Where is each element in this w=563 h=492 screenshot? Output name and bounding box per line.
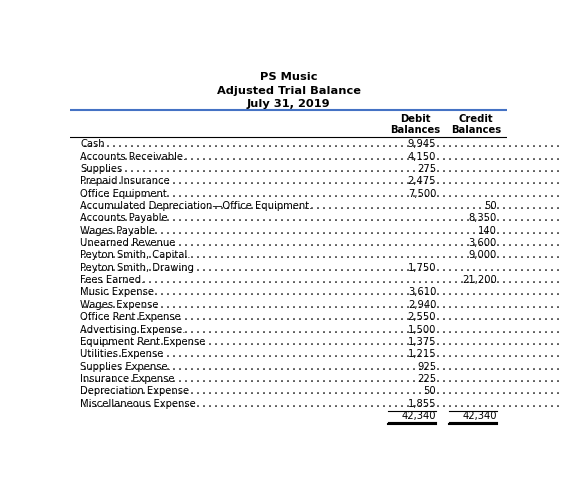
Text: ................................................................................: ........................................… — [81, 374, 563, 384]
Text: ................................................................................: ........................................… — [81, 325, 563, 335]
Text: ................................................................................: ........................................… — [81, 176, 563, 186]
Text: 3,610: 3,610 — [408, 287, 436, 298]
Text: 225: 225 — [417, 374, 436, 384]
Text: ................................................................................: ........................................… — [81, 287, 563, 298]
Text: 1,215: 1,215 — [408, 349, 436, 359]
Text: 7,500: 7,500 — [408, 188, 436, 199]
Text: ................................................................................: ........................................… — [81, 263, 563, 273]
Text: Prepaid Insurance: Prepaid Insurance — [81, 176, 170, 186]
Text: ................................................................................: ........................................… — [81, 201, 563, 211]
Text: Supplies: Supplies — [81, 164, 123, 174]
Text: 1,750: 1,750 — [408, 263, 436, 273]
Text: Peyton Smith, Drawing: Peyton Smith, Drawing — [81, 263, 194, 273]
Text: Advertising Expense.: Advertising Expense. — [81, 325, 186, 335]
Text: 275: 275 — [417, 164, 436, 174]
Text: PS Music: PS Music — [260, 72, 318, 82]
Text: ................................................................................: ........................................… — [81, 362, 563, 371]
Text: 925: 925 — [417, 362, 436, 371]
Text: Wages Payable: Wages Payable — [81, 226, 155, 236]
Text: ................................................................................: ........................................… — [81, 238, 563, 248]
Text: Supplies Expense.: Supplies Expense. — [81, 362, 171, 371]
Text: Credit
Balances: Credit Balances — [450, 114, 501, 135]
Text: ................................................................................: ........................................… — [81, 312, 563, 322]
Text: ................................................................................: ........................................… — [81, 399, 563, 409]
Text: Miscellaneous Expense: Miscellaneous Expense — [81, 399, 196, 409]
Text: 1,855: 1,855 — [408, 399, 436, 409]
Text: 2,940: 2,940 — [408, 300, 436, 310]
Text: 50: 50 — [484, 201, 497, 211]
Text: 42,340: 42,340 — [462, 411, 497, 421]
Text: Accounts Receivable.: Accounts Receivable. — [81, 152, 187, 161]
Text: 1,375: 1,375 — [408, 337, 436, 347]
Text: 21,200: 21,200 — [462, 275, 497, 285]
Text: July 31, 2019: July 31, 2019 — [247, 99, 330, 109]
Text: Cash: Cash — [81, 139, 105, 149]
Text: Accounts Payable: Accounts Payable — [81, 214, 168, 223]
Text: ................................................................................: ........................................… — [81, 300, 563, 310]
Text: Office Equipment: Office Equipment — [81, 188, 167, 199]
Text: ................................................................................: ........................................… — [81, 152, 563, 161]
Text: Insurance Expense: Insurance Expense — [81, 374, 175, 384]
Text: Equipment Rent Expense: Equipment Rent Expense — [81, 337, 206, 347]
Text: Depreciation Expense: Depreciation Expense — [81, 386, 190, 396]
Text: 50: 50 — [423, 386, 436, 396]
Text: ................................................................................: ........................................… — [81, 164, 563, 174]
Text: ................................................................................: ........................................… — [81, 226, 563, 236]
Text: Accumulated Depreciation—Office Equipment.: Accumulated Depreciation—Office Equipmen… — [81, 201, 313, 211]
Text: ................................................................................: ........................................… — [81, 275, 563, 285]
Text: ................................................................................: ........................................… — [81, 337, 563, 347]
Text: Office Rent Expense: Office Rent Expense — [81, 312, 181, 322]
Text: Debit
Balances: Debit Balances — [390, 114, 440, 135]
Text: 2,550: 2,550 — [408, 312, 436, 322]
Text: ................................................................................: ........................................… — [81, 250, 563, 260]
Text: Wages Expense: Wages Expense — [81, 300, 159, 310]
Text: ................................................................................: ........................................… — [81, 386, 563, 396]
Text: ................................................................................: ........................................… — [81, 214, 563, 223]
Text: Unearned Revenue: Unearned Revenue — [81, 238, 176, 248]
Text: 9,945: 9,945 — [408, 139, 436, 149]
Text: Fees Earned.: Fees Earned. — [81, 275, 145, 285]
Text: Peyton Smith, Capital.: Peyton Smith, Capital. — [81, 250, 191, 260]
Text: 1,500: 1,500 — [408, 325, 436, 335]
Text: ................................................................................: ........................................… — [81, 139, 563, 149]
Text: 8,350: 8,350 — [468, 214, 497, 223]
Text: 2,475: 2,475 — [408, 176, 436, 186]
Text: 140: 140 — [478, 226, 497, 236]
Text: Utilities Expense: Utilities Expense — [81, 349, 164, 359]
Text: Music Expense: Music Expense — [81, 287, 154, 298]
Text: 4,150: 4,150 — [408, 152, 436, 161]
Text: 42,340: 42,340 — [401, 411, 436, 421]
Text: Adjusted Trial Balance: Adjusted Trial Balance — [217, 86, 360, 95]
Text: ................................................................................: ........................................… — [81, 349, 563, 359]
Text: ................................................................................: ........................................… — [81, 188, 563, 199]
Text: 3,600: 3,600 — [468, 238, 497, 248]
Text: 9,000: 9,000 — [468, 250, 497, 260]
